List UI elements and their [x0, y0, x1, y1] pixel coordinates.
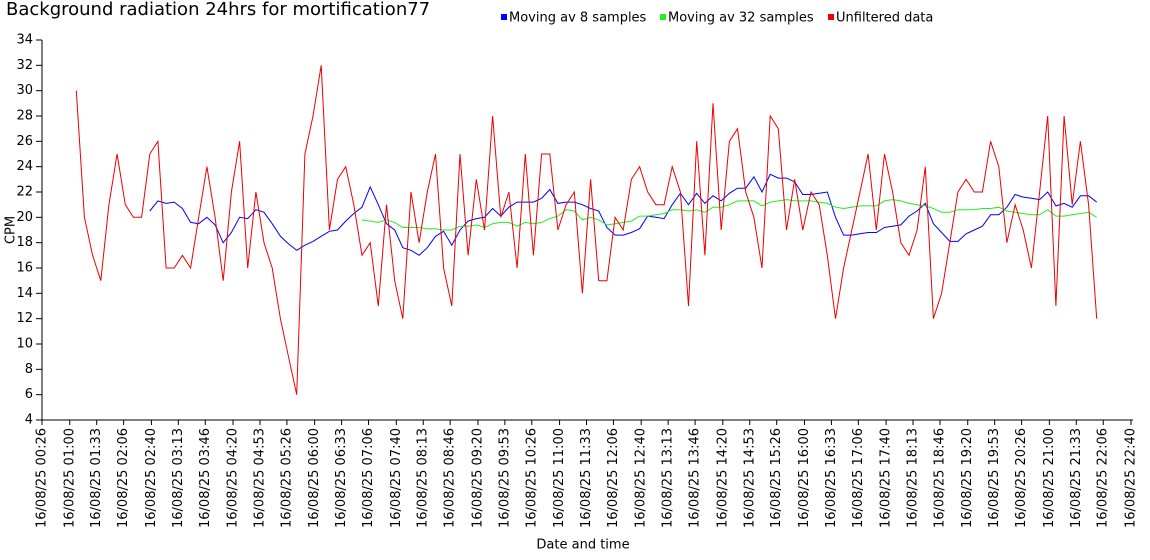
x-tick-label: 16/08/25 13:46: [688, 428, 703, 528]
x-tick-label: 16/08/25 08:46: [443, 428, 458, 528]
x-axis-label: Date and time: [536, 538, 629, 553]
x-tick-label: 16/08/25 19:20: [960, 428, 975, 528]
x-tick-label: 16/08/25 16:33: [824, 428, 839, 528]
x-tick-label: 16/08/25 18:46: [932, 428, 947, 528]
x-tick-label: 16/08/25 06:33: [334, 428, 349, 528]
y-tick-label: 30: [16, 83, 33, 98]
x-tick-label: 16/08/25 21:33: [1069, 428, 1084, 528]
x-tick-label: 16/08/25 09:53: [497, 428, 512, 528]
x-tick-label: 16/08/25 14:20: [715, 428, 730, 528]
y-tick-label: 32: [16, 58, 33, 73]
legend-label: Unfiltered data: [836, 11, 933, 26]
legend-label: Moving av 8 samples: [509, 11, 647, 26]
x-tick-label: 16/08/25 06:00: [307, 428, 322, 528]
x-tick-label: 16/08/25 22:06: [1096, 428, 1111, 528]
x-tick-label: 16/08/25 00:26: [35, 428, 50, 528]
x-tick-label: 16/08/25 22:40: [1124, 428, 1139, 528]
x-tick-label: 16/08/25 10:26: [524, 428, 539, 528]
y-tick-label: 12: [16, 311, 33, 326]
y-axis-label: CPM: [4, 216, 19, 244]
y-tick-label: 8: [25, 362, 33, 377]
legend-swatch: [660, 14, 666, 20]
y-tick-label: 10: [16, 337, 33, 352]
x-tick-label: 16/08/25 11:33: [579, 428, 594, 528]
x-tick-label: 16/08/25 13:13: [661, 428, 676, 528]
x-tick-label: 16/08/25 20:26: [1014, 428, 1029, 528]
x-tick-label: 16/08/25 03:13: [171, 428, 186, 528]
x-tick-label: 16/08/25 03:46: [198, 428, 213, 528]
x-tick-label: 16/08/25 04:20: [226, 428, 241, 528]
legend-swatch: [501, 14, 507, 20]
x-tick-label: 16/08/25 02:06: [116, 428, 131, 528]
x-tick-label: 16/08/25 01:33: [89, 428, 104, 528]
x-tick-label: 16/08/25 18:13: [906, 428, 921, 528]
y-tick-label: 20: [16, 210, 33, 225]
x-tick-label: 16/08/25 19:53: [987, 428, 1002, 528]
x-tick-label: 16/08/25 11:00: [552, 428, 567, 528]
y-tick-label: 22: [16, 185, 33, 200]
x-tick-label: 16/08/25 02:40: [144, 428, 159, 528]
y-tick-label: 18: [16, 235, 33, 250]
x-tick-label: 16/08/25 15:26: [769, 428, 784, 528]
legend-label: Moving av 32 samples: [668, 11, 814, 26]
x-tick-label: 16/08/25 12:06: [606, 428, 621, 528]
x-tick-label: 16/08/25 17:06: [851, 428, 866, 528]
x-tick-label: 16/08/25 07:40: [389, 428, 404, 528]
legend-swatch: [828, 14, 834, 20]
y-tick-label: 4: [25, 413, 33, 428]
x-tick-label: 16/08/25 14:53: [742, 428, 757, 528]
x-tick-label: 16/08/25 17:40: [879, 428, 894, 528]
y-tick-label: 16: [16, 261, 33, 276]
y-tick-label: 6: [25, 387, 33, 402]
x-tick-label: 16/08/25 07:06: [361, 428, 376, 528]
x-tick-label: 16/08/25 04:53: [252, 428, 267, 528]
y-tick-label: 24: [16, 159, 33, 174]
y-tick-label: 34: [16, 33, 33, 48]
x-tick-label: 16/08/25 09:20: [470, 428, 485, 528]
chart-title: Background radiation 24hrs for mortifica…: [6, 0, 430, 20]
series-line: [75, 65, 1098, 395]
x-tick-label: 16/08/25 01:00: [62, 428, 77, 528]
y-tick-label: 28: [16, 109, 33, 124]
x-tick-label: 16/08/25 16:00: [797, 428, 812, 528]
x-tick-label: 16/08/25 21:00: [1042, 428, 1057, 528]
y-tick-label: 14: [16, 286, 33, 301]
x-tick-label: 16/08/25 05:26: [279, 428, 294, 528]
x-tick-label: 16/08/25 12:40: [634, 428, 649, 528]
x-tick-label: 16/08/25 08:13: [416, 428, 431, 528]
y-tick-label: 26: [16, 134, 33, 149]
series-line: [149, 173, 1098, 256]
